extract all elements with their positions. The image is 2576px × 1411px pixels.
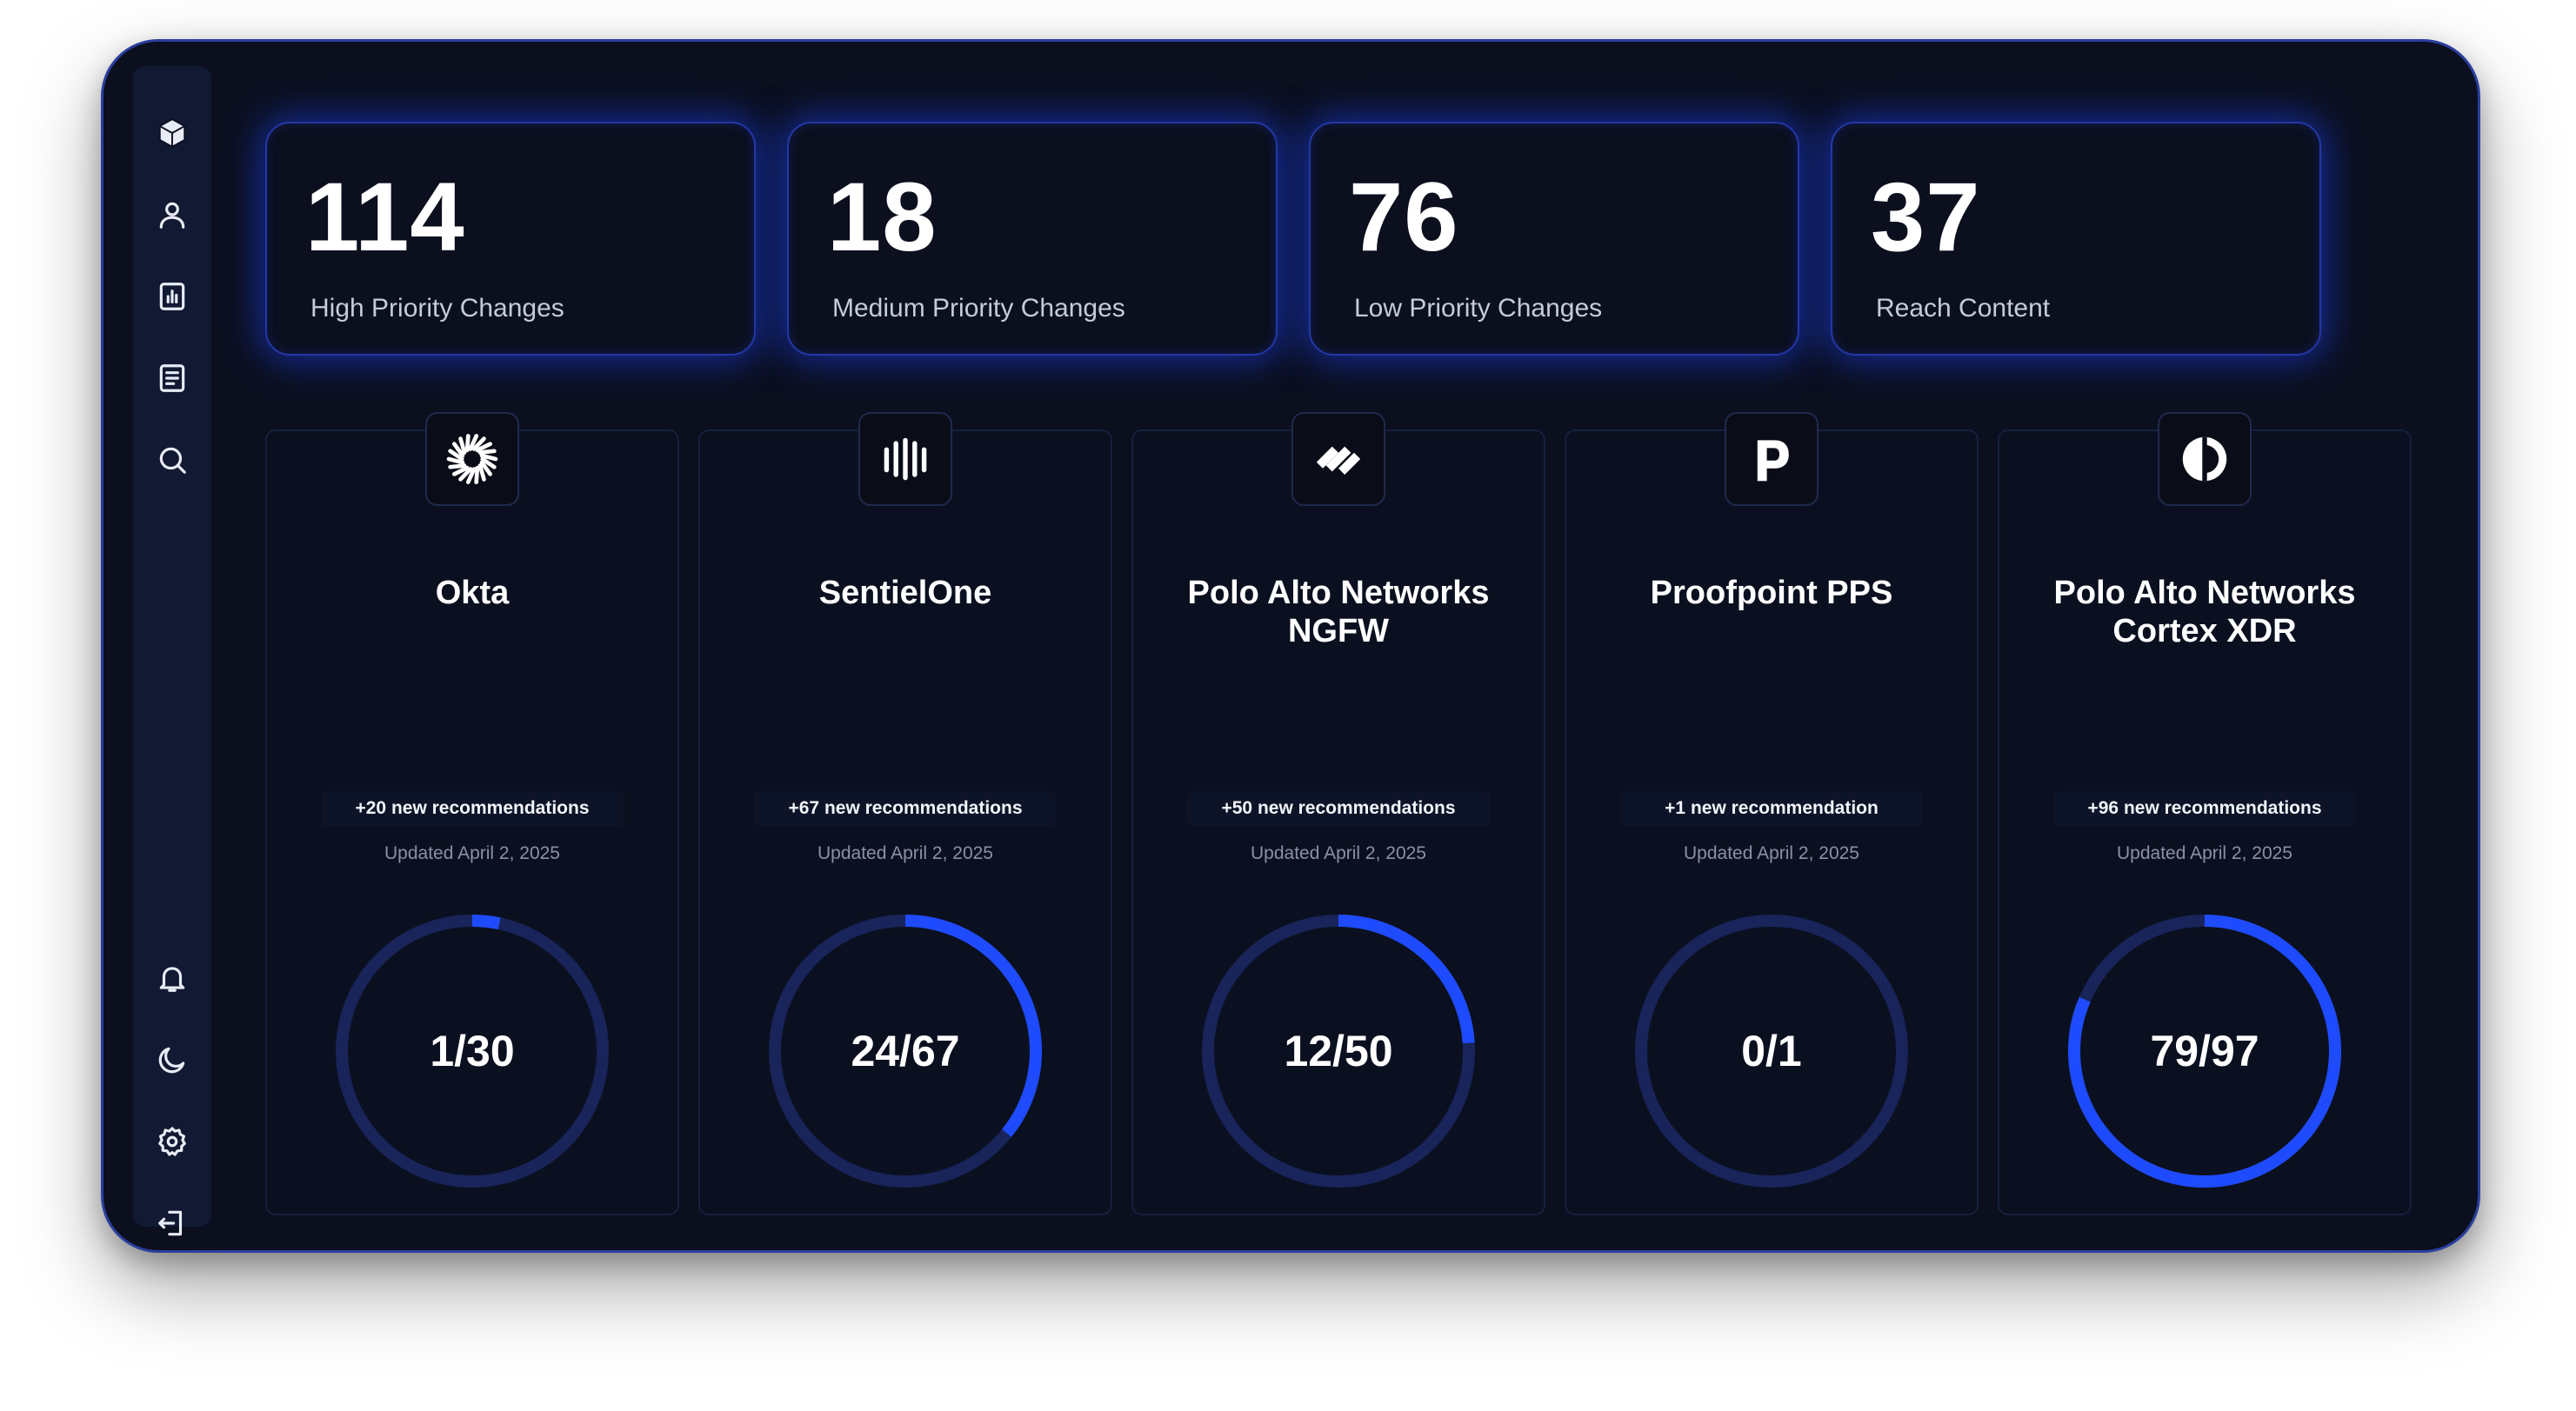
sentinelone-logo-svg bbox=[884, 437, 927, 481]
ring-progress-arc bbox=[336, 915, 609, 1188]
updated-date: Updated April 2, 2025 bbox=[1251, 843, 1426, 863]
progress-value: 1/30 bbox=[430, 1027, 515, 1075]
okta-ray bbox=[448, 463, 467, 469]
recommendations-badge[interactable]: +20 new recommendations bbox=[321, 791, 624, 826]
vendor-name: Polo Alto Networks NGFW bbox=[1187, 575, 1490, 649]
recommendations-badge[interactable]: +1 new recommendation bbox=[1620, 791, 1923, 826]
updated-date: Updated April 2, 2025 bbox=[384, 843, 560, 863]
paloalto-logo-icon bbox=[1291, 412, 1385, 506]
vendor-name: Polo Alto Networks Cortex XDR bbox=[2053, 575, 2356, 649]
okta-logo-svg bbox=[446, 434, 498, 484]
progress-ring: 24/67 bbox=[762, 908, 1049, 1195]
stat-value: 37 bbox=[1871, 163, 1981, 271]
stat-value: 18 bbox=[827, 163, 938, 271]
okta-ray bbox=[458, 467, 473, 482]
updated-date: Updated April 2, 2025 bbox=[2117, 843, 2292, 863]
vendor-name: Proofpoint PPS bbox=[1650, 575, 1893, 611]
vendor-name: SentielOne bbox=[818, 575, 992, 611]
okta-ray bbox=[475, 442, 493, 453]
vendor-card-cortex-xdr[interactable]: Polo Alto Networks Cortex XDR +96 new re… bbox=[1998, 412, 2412, 1215]
stat-value: 76 bbox=[1349, 163, 1459, 271]
vendor-card-sentinelone[interactable]: SentielOne +67 new recommendations Updat… bbox=[698, 412, 1112, 1215]
stat-high-priority[interactable]: 114 High Priority Changes bbox=[265, 122, 756, 356]
progress-ring: 79/97 bbox=[2061, 908, 2348, 1195]
proofpoint-logo-icon bbox=[1725, 412, 1819, 506]
okta-ray bbox=[477, 463, 486, 482]
progress-ring: 0/1 bbox=[1628, 908, 1915, 1195]
search-icon[interactable] bbox=[154, 442, 190, 478]
progress-ring: 12/50 bbox=[1195, 908, 1482, 1195]
updated-date: Updated April 2, 2025 bbox=[1684, 843, 1859, 863]
okta-ray bbox=[451, 465, 470, 476]
ring-progress-arc bbox=[769, 915, 1042, 1188]
stat-label: Medium Priority Changes bbox=[832, 294, 1125, 323]
paloalto-logo-svg bbox=[1316, 446, 1361, 475]
stat-label: Low Priority Changes bbox=[1354, 294, 1603, 323]
recommendations-badge[interactable]: +50 new recommendations bbox=[1187, 791, 1490, 826]
bell-icon[interactable] bbox=[154, 960, 190, 996]
progress-value: 24/67 bbox=[851, 1027, 960, 1075]
user-icon[interactable] bbox=[154, 196, 190, 233]
okta-logo-icon bbox=[425, 412, 519, 506]
sidebar bbox=[133, 66, 211, 1236]
okta-ray bbox=[477, 449, 497, 455]
sentinelone-logo-icon bbox=[858, 412, 952, 506]
stat-medium-priority[interactable]: 18 Medium Priority Changes bbox=[787, 122, 1278, 356]
okta-ray bbox=[464, 434, 470, 453]
updated-date: Updated April 2, 2025 bbox=[818, 843, 993, 863]
moon-icon[interactable] bbox=[154, 1042, 190, 1078]
vendor-name: Okta bbox=[435, 575, 510, 611]
dashboard-window: 114 High Priority Changes 18 Medium Prio… bbox=[101, 39, 2480, 1253]
okta-ray bbox=[479, 460, 493, 476]
cortex-logo-svg bbox=[2182, 436, 2227, 482]
stat-reach-content[interactable]: 37 Reach Content bbox=[1831, 122, 2321, 356]
stat-low-priority[interactable]: 76 Low Priority Changes bbox=[1309, 122, 1799, 356]
okta-ray bbox=[468, 434, 479, 451]
stat-value: 114 bbox=[305, 163, 465, 271]
okta-ray bbox=[465, 467, 477, 484]
okta-ray bbox=[451, 442, 465, 458]
stat-label: High Priority Changes bbox=[310, 294, 564, 323]
vendor-card-proofpoint[interactable]: Proofpoint PPS +1 new recommendation Upd… bbox=[1565, 412, 1979, 1215]
report-chart-icon[interactable] bbox=[154, 278, 190, 315]
okta-ray bbox=[480, 456, 497, 469]
stat-label: Reach Content bbox=[1876, 294, 2051, 323]
document-icon[interactable] bbox=[154, 360, 190, 396]
gear-icon[interactable] bbox=[154, 1123, 190, 1160]
progress-ring: 1/30 bbox=[329, 908, 616, 1195]
cube-icon[interactable] bbox=[154, 115, 190, 151]
okta-ray bbox=[479, 453, 498, 462]
proofpoint-logo-svg bbox=[1757, 440, 1789, 482]
progress-value: 79/97 bbox=[2150, 1027, 2259, 1075]
progress-value: 12/50 bbox=[1284, 1027, 1393, 1075]
vendor-card-okta[interactable]: Okta +20 new recommendations Updated Apr… bbox=[265, 412, 679, 1215]
cortex-logo-icon bbox=[2158, 412, 2252, 506]
okta-ray bbox=[448, 449, 464, 462]
logout-icon[interactable] bbox=[154, 1205, 190, 1241]
progress-value: 0/1 bbox=[1741, 1027, 1802, 1075]
vendor-card-paloalto-ngfw[interactable]: Polo Alto Networks NGFW +50 new recommen… bbox=[1131, 412, 1545, 1215]
ring-progress-arc bbox=[2068, 915, 2341, 1188]
recommendations-badge[interactable]: +96 new recommendations bbox=[2053, 791, 2356, 826]
okta-ray bbox=[458, 436, 467, 455]
recommendations-badge[interactable]: +67 new recommendations bbox=[754, 791, 1057, 826]
ring-progress-arc bbox=[1202, 915, 1475, 1188]
okta-ray bbox=[471, 436, 486, 451]
okta-ray bbox=[446, 456, 465, 465]
ring-track bbox=[1635, 915, 1908, 1188]
